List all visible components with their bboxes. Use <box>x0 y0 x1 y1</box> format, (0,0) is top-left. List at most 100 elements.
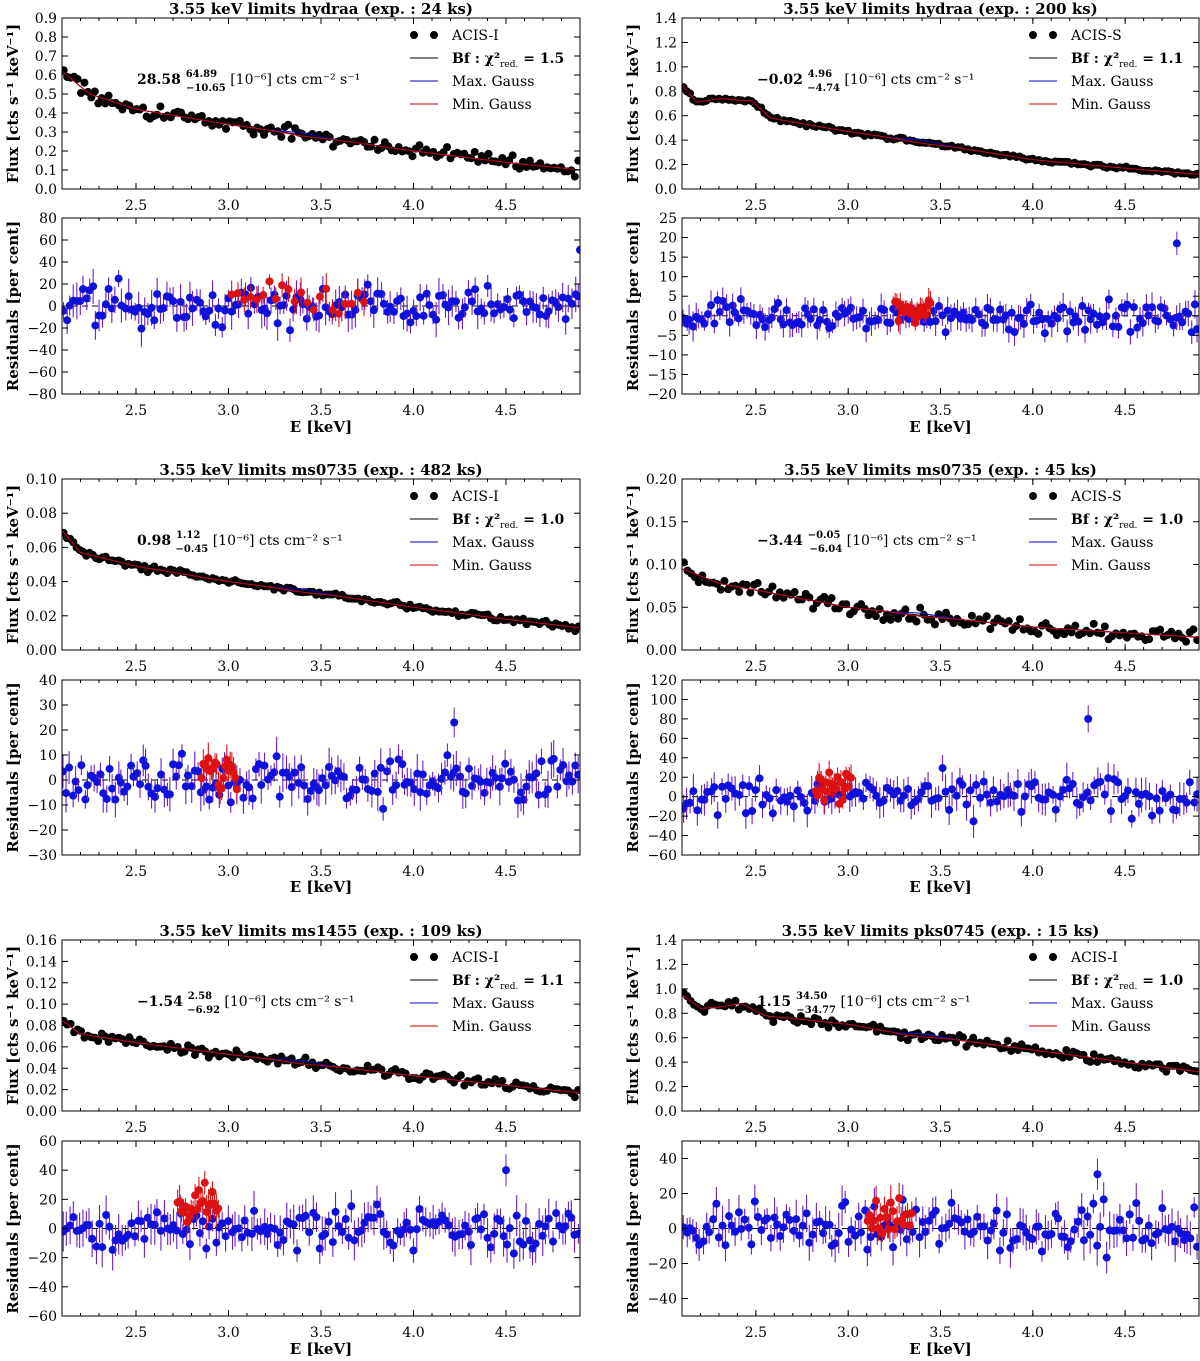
resid-point <box>1030 778 1039 787</box>
flux-point <box>735 587 744 596</box>
resid-point <box>747 1240 756 1249</box>
resid-point <box>1106 807 1115 816</box>
flux-ytick-label: 1.2 <box>655 957 677 973</box>
resid-point <box>938 311 947 320</box>
resid-xtick-label: 4.5 <box>495 403 517 419</box>
resid-point <box>758 800 767 809</box>
resid-ytick-label: 0 <box>48 299 57 315</box>
resid-point <box>434 784 443 793</box>
resid-point <box>95 1219 104 1228</box>
annotation-part: −6.92 <box>187 1005 220 1016</box>
flux-point <box>287 134 296 143</box>
flux-point <box>875 605 884 614</box>
flux-ytick-label: 0.8 <box>655 1006 677 1022</box>
resid-point <box>766 1233 775 1242</box>
resid-point <box>1172 806 1181 815</box>
resid-point <box>363 280 372 289</box>
resid-point <box>718 782 727 791</box>
resid-point <box>116 778 125 787</box>
resid-point <box>699 1237 708 1246</box>
resid-point <box>1127 814 1136 823</box>
resid-point <box>574 1229 580 1238</box>
flux-point <box>769 1018 778 1027</box>
resid-point <box>435 1217 444 1226</box>
resid-ytick-label: 0 <box>48 773 57 789</box>
flux-ytick-label: 0.4 <box>655 1055 677 1071</box>
resid-point <box>289 305 298 314</box>
resid-point <box>98 1243 107 1252</box>
resid-point <box>416 293 425 302</box>
resid-point <box>522 308 531 317</box>
resid-ytick-label: 20 <box>39 723 57 739</box>
resid-point <box>96 770 105 779</box>
flux-xtick-label: 3.0 <box>837 1120 859 1136</box>
annotation-part: 4.96 <box>808 69 832 80</box>
resid-point <box>224 1217 233 1226</box>
resid-point <box>730 308 739 317</box>
resid-point <box>761 323 770 332</box>
resid-point <box>869 785 878 794</box>
resid-point <box>102 794 111 803</box>
resid-point <box>63 316 72 325</box>
resid-ytick-label: 15 <box>659 250 677 266</box>
resid-point <box>1083 788 1092 797</box>
resid-point <box>993 797 1002 806</box>
resid-point <box>477 1225 486 1234</box>
resid-point <box>855 788 864 797</box>
resid-point <box>1114 323 1123 332</box>
flux-point <box>1100 622 1109 631</box>
line-region-point <box>252 295 261 304</box>
resid-point <box>486 1243 495 1252</box>
legend-min-label: Min. Gauss <box>452 1019 532 1035</box>
resid-ytick-label: −20 <box>647 387 677 403</box>
line-region-point <box>813 791 822 800</box>
flux-xtick-label: 3.5 <box>310 1120 332 1136</box>
annotation-part: −10.65 <box>186 83 226 94</box>
flux-ytick-label: 1.0 <box>655 60 677 76</box>
resid-point <box>1019 319 1028 328</box>
flux-point <box>415 141 424 150</box>
resid-point <box>172 313 181 322</box>
flux-point <box>731 996 740 1005</box>
resid-point <box>1056 792 1065 801</box>
line-region-point <box>303 298 312 307</box>
resid-xtick-label: 3.0 <box>217 864 239 880</box>
resid-point <box>245 783 254 792</box>
resid-point <box>312 1213 321 1222</box>
resid-xtick-label: 3.0 <box>217 403 239 419</box>
resid-point <box>793 786 802 795</box>
resid-point <box>110 295 119 304</box>
resid-point <box>1035 308 1044 317</box>
flux-point <box>163 1045 172 1054</box>
flux-xtick-label: 4.0 <box>1022 659 1044 675</box>
flux-point <box>1086 1057 1095 1066</box>
resid-point <box>341 1215 350 1224</box>
resid-ytick-label: 60 <box>39 1134 57 1150</box>
flux-ytick-label: 0.8 <box>35 30 57 46</box>
resid-point <box>737 1224 746 1233</box>
resid-point <box>772 786 781 795</box>
resid-xtick-label: 4.5 <box>1114 864 1136 880</box>
resid-point <box>1190 300 1199 309</box>
resid-point <box>700 795 709 804</box>
resid-point <box>127 1219 136 1228</box>
flux-xtick-label: 4.0 <box>1022 198 1044 214</box>
resid-ytick-label: −60 <box>27 1309 57 1325</box>
resid-point <box>347 1202 356 1211</box>
resid-point <box>123 782 132 791</box>
resid-point <box>240 1216 249 1225</box>
resid-ytick-label: 40 <box>39 673 57 689</box>
resid-point <box>188 304 197 313</box>
resid-point <box>751 786 760 795</box>
line-region-point <box>838 795 847 804</box>
resid-point <box>89 282 98 291</box>
resid-point <box>185 293 194 302</box>
annotation-part: −0.02 <box>757 72 808 88</box>
resid-point <box>768 809 777 818</box>
resid-point <box>226 798 235 807</box>
resid-point <box>357 1226 366 1235</box>
flux-point <box>474 157 483 166</box>
resid-outlier-point <box>502 1166 510 1175</box>
flux-point <box>180 1047 189 1056</box>
flux-ytick-label: 0.10 <box>646 558 677 574</box>
